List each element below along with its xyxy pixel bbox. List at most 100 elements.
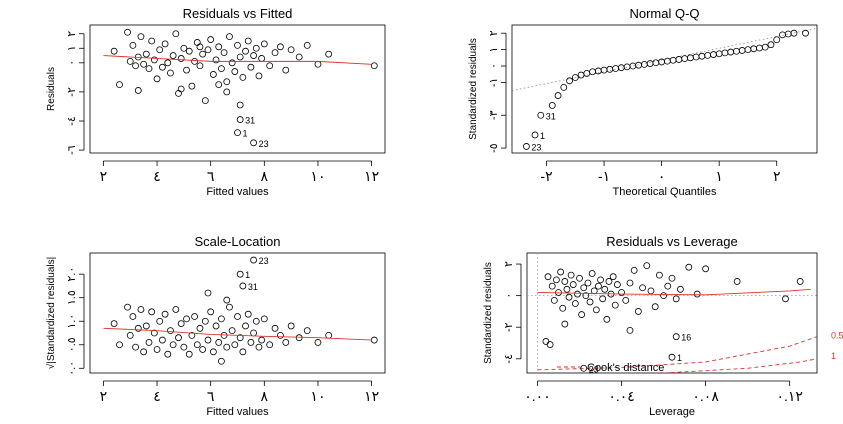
- cooks-distance-legend: Cook's distance: [587, 362, 664, 374]
- data-point: [663, 57, 671, 65]
- data-point: [566, 77, 573, 85]
- data-point: [212, 322, 220, 330]
- data-point: [183, 315, 190, 323]
- data-point: [175, 89, 182, 97]
- data-point: [271, 324, 279, 332]
- data-point: [172, 306, 180, 313]
- x-tick-label: ٤: [153, 168, 161, 184]
- data-point: [167, 69, 174, 77]
- data-point: [282, 66, 290, 74]
- data-point: [605, 278, 613, 285]
- y-axis-label: Standardized residuals: [468, 38, 479, 140]
- data-point: [698, 52, 706, 60]
- data-point: [239, 348, 247, 356]
- y-tick-label: -١: [488, 78, 500, 88]
- data-point: [234, 41, 241, 49]
- data-point: [231, 341, 239, 349]
- data-point: [560, 83, 568, 91]
- x-tick-label: ٦: [207, 168, 215, 184]
- data-point: [215, 43, 223, 51]
- y-tick-label: ٠: [503, 293, 515, 299]
- data-point: [639, 284, 646, 292]
- data-point: [148, 308, 156, 316]
- data-point: [193, 341, 201, 349]
- data-point: [110, 47, 118, 55]
- data-point: [124, 28, 131, 36]
- data-point: [554, 92, 562, 99]
- y-tick-label: -٢: [503, 322, 515, 332]
- data-point: [161, 310, 169, 318]
- data-point: [693, 290, 701, 298]
- data-point: [546, 341, 554, 348]
- y-tick-label: ٠: [488, 63, 500, 69]
- data-point: [164, 350, 172, 358]
- data-point: [177, 320, 185, 327]
- panel-2: Scale-Location ٢ ٤ ٦ ٨ ١٠ ١٢ Fitted values ٠.٠ ٠.…: [45, 234, 386, 418]
- contour-label: 1: [831, 351, 836, 361]
- y-tick-label: ١.٠: [66, 314, 78, 329]
- y-tick-label: -٦: [66, 145, 78, 155]
- data-point: [773, 36, 781, 44]
- data-point: [244, 310, 252, 318]
- data-point: [630, 266, 638, 274]
- plot-frame: [526, 252, 818, 374]
- data-point: [252, 44, 260, 52]
- data-point: [209, 348, 217, 356]
- data-point: [228, 327, 236, 335]
- data-point: [721, 49, 729, 57]
- outlier-label: 23: [589, 364, 599, 374]
- y-tick-label: ١: [66, 45, 78, 51]
- outlier-point: [531, 131, 539, 139]
- data-point: [635, 61, 643, 69]
- x-tick-label: -٢: [540, 168, 552, 184]
- data-point: [242, 47, 249, 55]
- data-point: [796, 278, 804, 285]
- data-point: [565, 293, 573, 301]
- y-axis-label: Residuals: [46, 67, 57, 111]
- data-point: [548, 282, 556, 290]
- panel-title: Normal Q-Q: [629, 6, 699, 21]
- data-point: [277, 331, 284, 339]
- data-point: [303, 41, 311, 49]
- data-point: [126, 331, 134, 339]
- data-point: [223, 78, 231, 86]
- data-point: [325, 331, 333, 339]
- outlier-label: 23: [259, 256, 269, 266]
- data-point: [231, 68, 239, 75]
- data-point: [567, 271, 575, 279]
- contour-label: 0.5: [831, 330, 843, 340]
- data-point: [204, 46, 212, 54]
- data-point: [196, 62, 204, 70]
- outlier-label: 16: [681, 333, 691, 343]
- y-tick-label: -٣: [488, 110, 500, 120]
- data-point: [277, 43, 284, 51]
- y-tick-label: -٤: [503, 354, 515, 364]
- x-tick-label: ٤: [153, 388, 161, 404]
- outlier-label: 31: [546, 111, 556, 121]
- data-point: [164, 59, 172, 67]
- data-point: [129, 313, 137, 320]
- data-point: [180, 343, 188, 351]
- x-tick-label: ١٠: [310, 388, 325, 404]
- panel-3: Residuals vs Leverage ٠.٠٠ ٠.٠٤ ٠.٠٨ ٠.١٢ Lev…: [483, 234, 843, 418]
- plot-frame: [511, 24, 818, 154]
- data-point: [622, 296, 630, 304]
- x-tick-label: ٦: [207, 388, 215, 404]
- data-point: [550, 296, 558, 304]
- x-axis-label: Leverage: [649, 406, 695, 418]
- data-point: [196, 324, 204, 332]
- data-point: [153, 346, 161, 353]
- data-point: [710, 51, 717, 58]
- data-point: [287, 46, 295, 54]
- data-point: [215, 339, 223, 346]
- data-point: [223, 88, 231, 96]
- data-point: [204, 336, 212, 344]
- data-point: [600, 66, 608, 74]
- data-point: [150, 329, 158, 337]
- data-point: [626, 326, 634, 334]
- y-tick-label: ١.٥: [66, 290, 78, 305]
- data-point: [220, 49, 228, 57]
- data-point: [183, 66, 190, 74]
- cooks-distance-contour: [663, 358, 817, 373]
- x-tick-label: ٢: [100, 388, 108, 404]
